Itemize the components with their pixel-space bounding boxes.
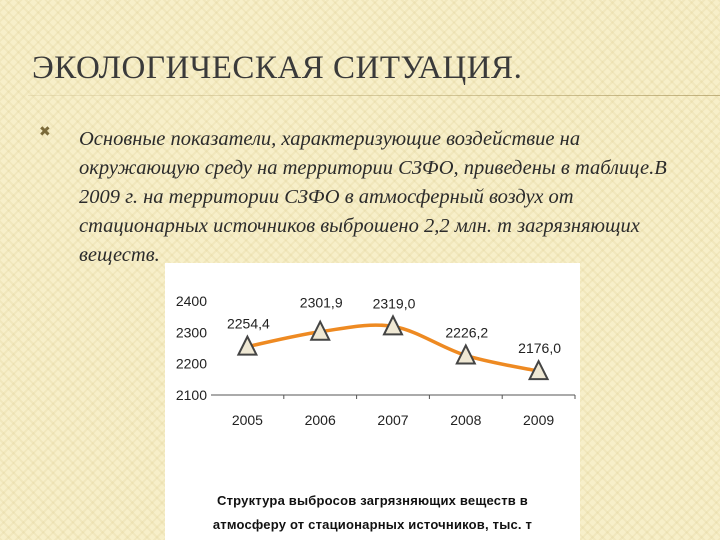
x-tick-label: 2007 (377, 412, 408, 428)
cross-bullet-icon: ✖ (39, 124, 51, 140)
data-label: 2319,0 (373, 295, 416, 311)
y-tick-label: 2200 (176, 356, 207, 372)
x-tick-label: 2005 (232, 412, 263, 428)
chart-panel: 2100 2200 2300 2400 2005 2006 2007 2008 2009 2254… (165, 263, 580, 540)
data-label: 2226,2 (445, 324, 488, 340)
data-point-marker (236, 334, 259, 356)
data-label: 2254,4 (227, 316, 270, 332)
x-tick-label: 2006 (305, 412, 336, 428)
chart-title: Структура выбросов загрязняющих веществ … (165, 489, 580, 537)
data-point-marker (455, 343, 477, 365)
title-divider (28, 95, 720, 96)
x-tick-label: 2009 (523, 412, 554, 428)
x-tick-label: 2008 (450, 412, 481, 428)
y-tick-label: 2100 (176, 387, 207, 403)
body-paragraph: Основные показатели, характеризующие воз… (79, 128, 667, 266)
line-chart: 2100 2200 2300 2400 2005 2006 2007 2008 2009 2254… (176, 293, 576, 428)
chart-title-line-1: Структура выбросов загрязняющих веществ … (217, 493, 528, 508)
y-tick-label: 2400 (176, 293, 207, 309)
data-point-marker (309, 319, 331, 341)
data-point-marker (382, 314, 404, 336)
data-label: 2176,0 (518, 340, 561, 356)
chart-title-line-2: атмосферу от стационарных источников, ты… (212, 517, 533, 532)
page-title: ЭКОЛОГИЧЕСКАЯ СИТУАЦИЯ. (32, 50, 523, 86)
y-tick-label: 2300 (176, 324, 207, 340)
data-label: 2301,9 (300, 295, 343, 311)
data-point-marker (527, 358, 550, 381)
